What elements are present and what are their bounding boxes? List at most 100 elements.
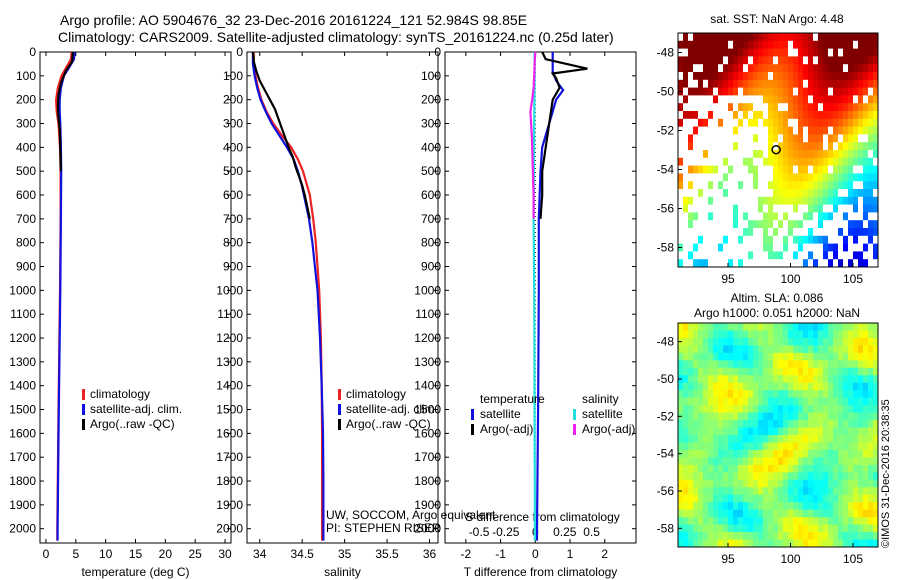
imos-watermark: ©IMOS 31-Dec-2016 20:38:35: [880, 399, 892, 548]
map-cell: [853, 435, 859, 444]
map-cell: [808, 64, 814, 73]
map-cell: [793, 487, 799, 496]
map-cell: [723, 40, 729, 50]
map-cell: [773, 472, 779, 481]
map-cell: [738, 330, 744, 339]
map-cell: [703, 95, 709, 104]
map-cell: [753, 134, 759, 143]
map-cell: [748, 397, 754, 406]
map-cell: [733, 134, 739, 143]
map-cell: [853, 189, 859, 198]
map-cell: [848, 479, 854, 488]
map-cell: [728, 375, 734, 384]
map-cell: [833, 397, 839, 406]
map-cell: [858, 103, 864, 112]
map-cell: [683, 375, 689, 384]
map-cell: [838, 251, 844, 260]
map-cell: [708, 337, 714, 346]
map-cell: [798, 157, 804, 167]
map-cell: [823, 352, 829, 361]
map-cell: [718, 126, 724, 135]
map-cell: [823, 173, 829, 182]
map-cell: [758, 390, 764, 399]
map-cell: [743, 464, 749, 473]
map-cell: [803, 56, 809, 65]
map-cell: [783, 235, 789, 245]
map-cell: [678, 390, 684, 399]
legend-swatch: [82, 419, 85, 430]
map-cell: [683, 524, 689, 533]
map-cell: [833, 87, 839, 96]
map-cell: [858, 345, 864, 354]
map-cell: [838, 427, 844, 436]
map-cell: [848, 427, 854, 436]
map-cell: [748, 494, 754, 503]
map-cell: [743, 323, 749, 332]
map-cell: [768, 367, 774, 376]
map-cell: [713, 118, 719, 128]
map-cell: [788, 337, 794, 346]
map-cell: [703, 532, 709, 541]
map-cell: [828, 367, 834, 376]
map-cell: [858, 134, 864, 143]
map-cell: [758, 189, 764, 198]
map-cell: [873, 442, 878, 451]
map-cell: [818, 196, 824, 206]
map-cell: [753, 442, 759, 451]
map-cell: [708, 79, 714, 89]
map-cell: [818, 95, 824, 104]
map-cell: [838, 472, 844, 481]
map-cell: [808, 539, 814, 547]
map-cell: [728, 449, 734, 458]
map-cell: [718, 420, 724, 429]
map-cell: [748, 95, 754, 104]
map-cell: [743, 442, 749, 451]
map-cell: [678, 330, 684, 339]
map-cell: [748, 142, 754, 151]
map-cell: [818, 243, 824, 252]
y-tick-label: 1800: [216, 474, 243, 488]
map-cell: [833, 259, 839, 267]
map-cell: [758, 157, 764, 167]
map-cell: [838, 142, 844, 151]
map-cell: [858, 494, 864, 503]
map-cell: [773, 412, 779, 421]
map-cell: [743, 79, 749, 89]
map-cell: [713, 95, 719, 104]
map-cell: [678, 189, 684, 198]
map-cell: [713, 64, 719, 73]
map-cell: [843, 457, 849, 466]
map-cell: [713, 382, 719, 391]
map-cell: [748, 464, 754, 473]
map-cell: [713, 251, 719, 260]
map-cell: [813, 243, 819, 252]
map-cell: [783, 173, 789, 182]
map-cell: [713, 517, 719, 526]
map-cell: [743, 532, 749, 541]
map-cell: [798, 352, 804, 361]
map-cell: [688, 464, 694, 473]
map-cell: [838, 111, 844, 120]
map-cell: [748, 330, 754, 339]
map-cell: [743, 33, 749, 42]
map-cell: [778, 33, 784, 42]
map-cell: [838, 243, 844, 252]
map-cell: [853, 479, 859, 488]
map-cell: [723, 479, 729, 488]
map-cell: [818, 464, 824, 473]
map-cell: [713, 435, 719, 444]
map-cell: [723, 251, 729, 260]
map-cell: [738, 64, 744, 73]
map-cell: [703, 48, 709, 57]
map-cell: [773, 457, 779, 466]
map-cell: [833, 48, 839, 57]
map-cell: [688, 323, 694, 332]
map-cell: [728, 405, 734, 414]
map-cell: [798, 442, 804, 451]
map-cell: [818, 494, 824, 503]
map-cell: [838, 103, 844, 112]
map-cell: [853, 390, 859, 399]
map-cell: [838, 95, 844, 104]
map-cell: [678, 427, 684, 436]
map-cell: [768, 196, 774, 206]
